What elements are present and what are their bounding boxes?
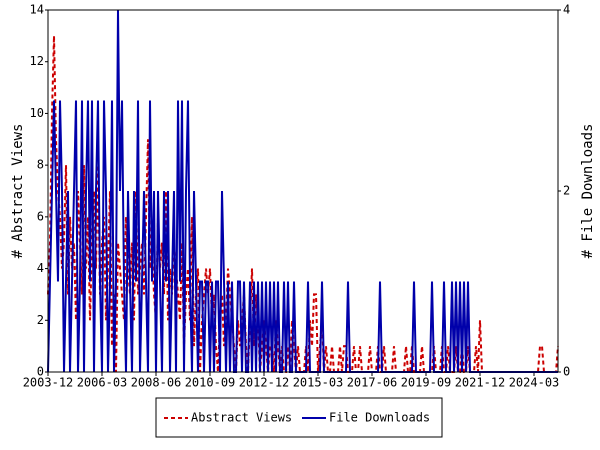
- x-tick-label: 2017-06: [347, 376, 398, 390]
- y-tick-label: 12: [30, 54, 44, 68]
- y-tick-label: 2: [37, 313, 44, 327]
- y2-axis-title: # File Downloads: [580, 124, 596, 259]
- x-tick-label: 2015-03: [293, 376, 344, 390]
- y-tick-label: 14: [30, 3, 44, 17]
- x-tick-label: 2021-12: [455, 376, 506, 390]
- x-tick-label: 2024-03: [509, 376, 560, 390]
- series-line: [47, 9, 558, 373]
- y-tick-label: 6: [37, 209, 44, 223]
- legend-label: File Downloads: [329, 411, 430, 425]
- y-axis-title: # Abstract Views: [10, 124, 26, 259]
- x-tick-label: 2006-03: [77, 376, 128, 390]
- y2-tick-label: 0: [563, 365, 570, 379]
- legend-box: [155, 397, 443, 438]
- y-tick-label: 0: [37, 365, 44, 379]
- x-tick-label: 2019-09: [401, 376, 452, 390]
- y-tick-label: 8: [37, 158, 44, 172]
- y2-tick-label: 2: [563, 184, 570, 198]
- y-tick-label: 10: [30, 106, 44, 120]
- x-tick-label: 2008-06: [131, 376, 182, 390]
- plot-frame: [47, 9, 559, 373]
- x-tick-label: 2012-12: [239, 376, 290, 390]
- y-tick-label: 4: [37, 261, 44, 275]
- legend-label: Abstract Views: [191, 411, 292, 425]
- x-tick-label: 2010-09: [185, 376, 236, 390]
- y2-tick-label: 4: [563, 3, 570, 17]
- x-tick-label: 2003-12: [23, 376, 74, 390]
